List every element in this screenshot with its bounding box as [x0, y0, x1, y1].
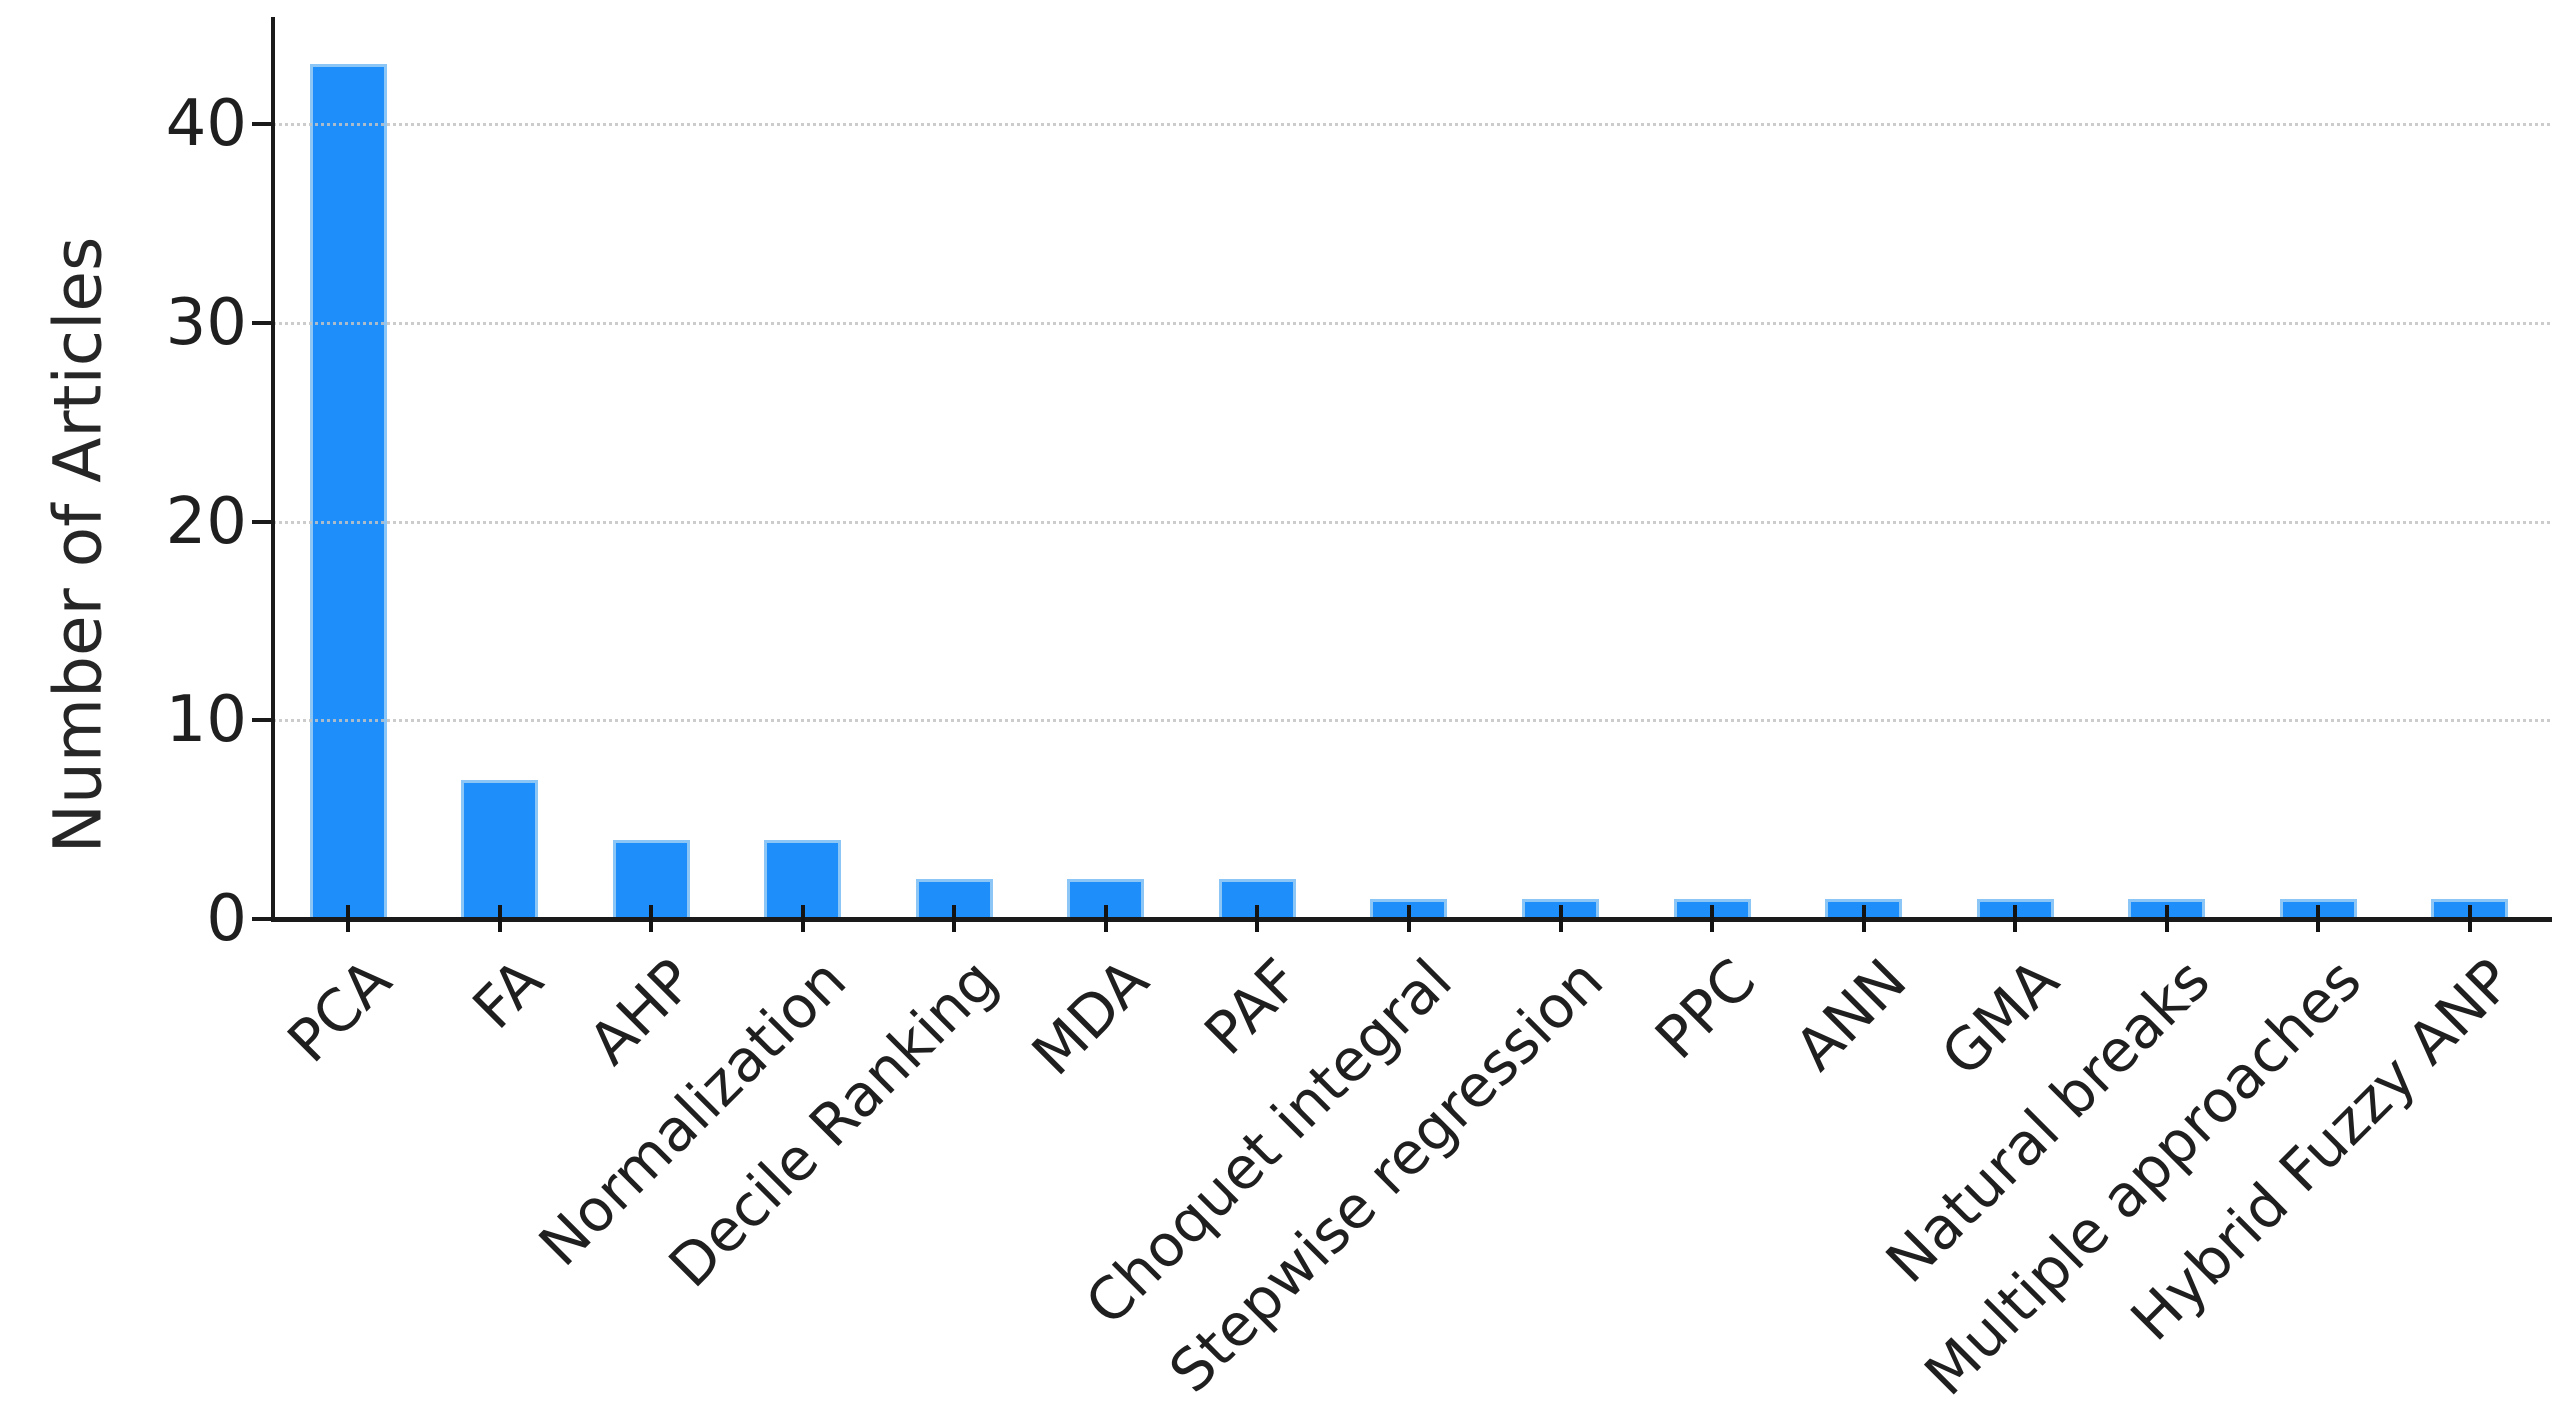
x-tick-mark-decile-ranking — [952, 905, 957, 932]
x-tick-label-text-ppc: PPC — [1641, 945, 1769, 1073]
gridline-y-30 — [273, 321, 2550, 325]
y-tick-mark-30 — [252, 320, 273, 325]
y-axis-spine — [271, 17, 275, 921]
x-tick-mark-mda — [1103, 905, 1108, 932]
x-tick-mark-ahp — [649, 905, 654, 932]
x-tick-mark-hybrid-fuzzy-anp — [2467, 905, 2472, 932]
y-tick-label-0: 0 — [206, 882, 247, 956]
x-tick-label-text-fa: FA — [459, 945, 556, 1042]
y-tick-label-20: 20 — [165, 484, 247, 559]
x-tick-mark-stepwise-regression — [1558, 905, 1563, 932]
x-tick-label-text-pca: PCA — [274, 945, 404, 1076]
x-axis-spine — [271, 917, 2552, 922]
y-tick-label-40: 40 — [165, 87, 247, 161]
gridline-y-20 — [273, 520, 2550, 524]
x-tick-mark-ann — [1861, 905, 1866, 932]
y-axis-title: Number of Articles — [39, 236, 117, 854]
x-tick-label-text-mda: MDA — [1019, 945, 1162, 1089]
x-tick-mark-natural-breaks — [2164, 905, 2169, 932]
bar-decile-ranking — [915, 879, 993, 919]
y-tick-mark-10 — [252, 718, 273, 723]
y-tick-mark-20 — [252, 519, 273, 524]
x-tick-mark-gma — [2013, 905, 2018, 932]
x-tick-label-text-ahp: AHP — [575, 945, 708, 1078]
x-tick-mark-fa — [497, 905, 502, 932]
x-tick-mark-multiple-approaches — [2316, 905, 2321, 932]
x-tick-mark-ppc — [1710, 905, 1715, 932]
y-tick-label-10: 10 — [165, 683, 247, 758]
x-tick-mark-paf — [1255, 905, 1260, 932]
bar-fa — [461, 779, 539, 919]
x-tick-label-text-gma: GMA — [1927, 945, 2072, 1090]
x-tick-label-text-paf: PAF — [1191, 945, 1314, 1068]
y-tick-mark-0 — [252, 917, 273, 921]
y-tick-label-30: 30 — [165, 285, 247, 360]
bar-pca — [309, 64, 387, 919]
x-tick-label-text-ann: ANN — [1782, 945, 1920, 1084]
gridline-y-10 — [273, 719, 2550, 723]
y-tick-mark-40 — [252, 122, 273, 126]
x-tick-mark-choquet-integral — [1406, 905, 1411, 932]
gridline-y-40 — [273, 123, 2550, 126]
x-tick-mark-normalization — [800, 905, 805, 932]
x-tick-mark-pca — [346, 905, 350, 932]
